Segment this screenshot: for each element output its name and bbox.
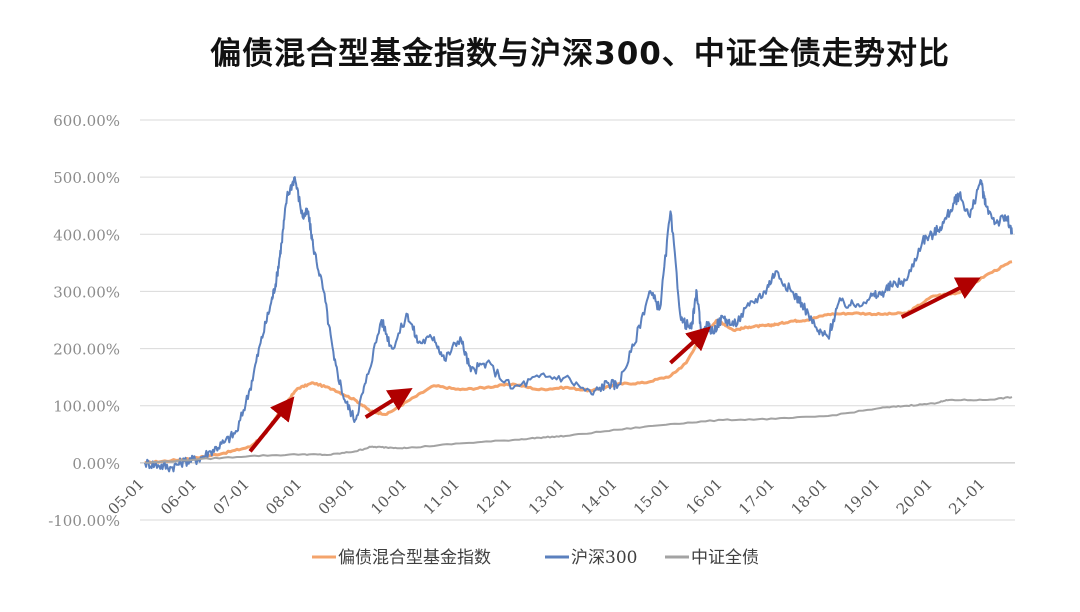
y-tick-label: -100.00% <box>48 512 120 530</box>
x-tick-label: 05-01 <box>105 475 148 518</box>
x-tick-label: 14-01 <box>577 475 620 518</box>
y-tick-label: 400.00% <box>53 226 120 244</box>
x-tick-label: 18-01 <box>788 475 831 518</box>
series-line <box>144 260 1013 465</box>
x-tick-label: 21-01 <box>945 475 988 518</box>
y-tick-label: 100.00% <box>53 398 120 416</box>
x-tick-label: 12-01 <box>472 475 515 518</box>
y-tick-label: 600.00% <box>53 112 120 130</box>
legend-label: 沪深300 <box>571 548 637 568</box>
trend-arrow <box>248 396 295 453</box>
chart-title: 偏债混合型基金指数与沪深300、中证全债走势对比 <box>210 36 950 72</box>
trend-arrow <box>669 326 711 365</box>
x-tick-label: 07-01 <box>210 475 253 518</box>
x-tick-label: 20-01 <box>893 475 936 518</box>
y-tick-label: 200.00% <box>53 341 120 359</box>
legend-label: 中证全债 <box>691 548 759 568</box>
series-line <box>144 396 1013 464</box>
x-tick-label: 13-01 <box>525 475 568 518</box>
y-tick-label: 300.00% <box>53 283 120 301</box>
series-line <box>144 176 1013 473</box>
x-tick-label: 16-01 <box>683 475 726 518</box>
x-tick-label: 11-01 <box>420 475 463 518</box>
trend-arrow <box>900 277 981 319</box>
legend-label: 偏债混合型基金指数 <box>338 548 491 568</box>
trend-arrow <box>364 387 413 419</box>
x-tick-label: 19-01 <box>840 475 883 518</box>
x-tick-label: 08-01 <box>262 475 305 518</box>
x-tick-label: 10-01 <box>367 475 410 518</box>
x-tick-label: 06-01 <box>157 475 200 518</box>
x-tick-label: 17-01 <box>735 475 778 518</box>
x-tick-label: 15-01 <box>630 475 673 518</box>
y-tick-label: 500.00% <box>53 169 120 187</box>
x-tick-label: 09-01 <box>315 475 358 518</box>
y-tick-label: 0.00% <box>72 455 120 473</box>
